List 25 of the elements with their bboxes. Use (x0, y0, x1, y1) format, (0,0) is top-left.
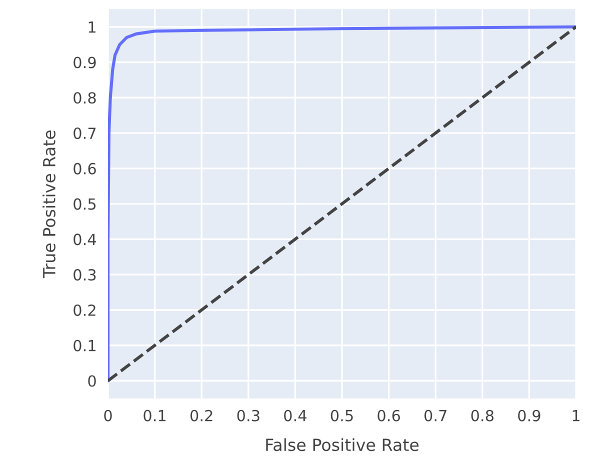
line-series (108, 25, 576, 382)
y-tick-label: 0.4 (74, 234, 96, 246)
y-tick-label: 0.7 (74, 127, 96, 140)
x-tick-label: 0.8 (471, 410, 494, 422)
y-tick-label: 0 (88, 375, 96, 387)
y-tick-label: 0.5 (74, 198, 96, 210)
x-tick-label: 0.5 (330, 410, 353, 422)
x-tick-label: 1 (572, 410, 580, 422)
y-tick-label: 0.1 (74, 340, 96, 352)
x-tick-label: 0.7 (424, 410, 446, 422)
x-tick-label: 0 (104, 410, 112, 422)
y-tick-label: 1 (88, 22, 96, 33)
y-tick-label: 0.3 (74, 269, 96, 281)
x-tick-label: 0.2 (190, 410, 212, 422)
y-tick-label: 0.6 (74, 162, 96, 174)
x-tick-label: 0.9 (518, 410, 540, 422)
x-tick-label: 0.4 (284, 410, 306, 422)
y-axis-title: True Positive Rate (42, 130, 56, 278)
y-tick-label: 0.8 (74, 92, 96, 104)
x-axis-title: False Positive Rate (266, 438, 419, 452)
x-tick-label: 0.1 (144, 410, 166, 422)
y-tick-label: 0.2 (74, 304, 96, 316)
x-tick-label: 0.6 (378, 410, 400, 422)
x-tick-label: 0.3 (237, 410, 260, 422)
y-tick-label: 0.9 (74, 56, 96, 68)
